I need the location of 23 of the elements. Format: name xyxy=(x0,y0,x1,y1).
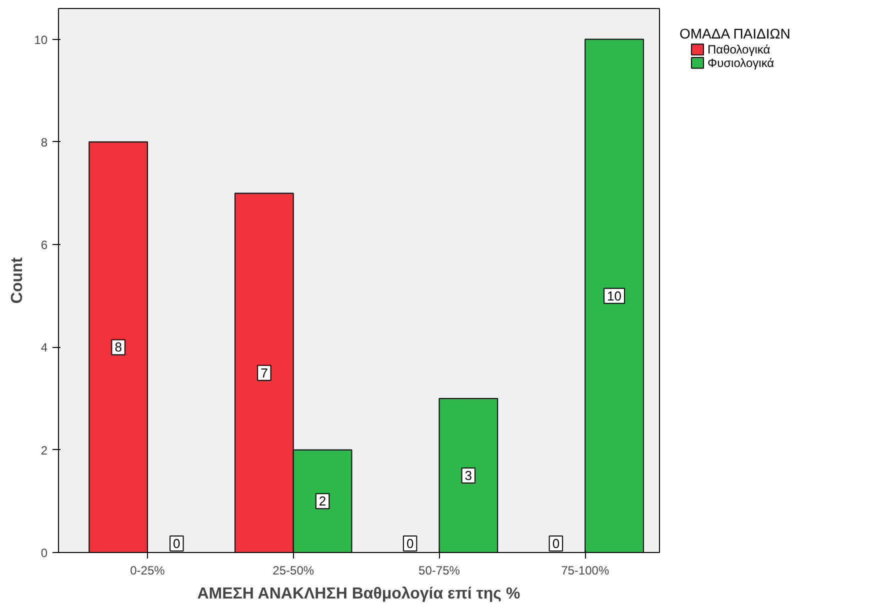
y-tick-label: 0 xyxy=(40,546,48,560)
x-tick-label: 75-100% xyxy=(561,564,610,578)
y-tick-label: 6 xyxy=(40,238,48,252)
x-axis-title: ΑΜΕΣΗ ΑΝΑΚΛΗΣΗ Βαθμολογία επί της % xyxy=(197,586,520,602)
y-tick-label: 4 xyxy=(40,340,48,355)
data-label: 10 xyxy=(607,288,622,304)
legend-label: Φυσιολογικά xyxy=(708,56,774,70)
data-label: 8 xyxy=(114,340,122,355)
y-tick-label: 8 xyxy=(40,135,48,150)
data-label: 0 xyxy=(406,536,414,551)
x-tick-label: 25-50% xyxy=(272,564,314,578)
legend-label: Παθολογικά xyxy=(708,42,770,57)
y-tick-label: 10 xyxy=(34,32,48,47)
x-tick-label: 50-75% xyxy=(418,564,460,578)
data-label: 0 xyxy=(173,536,180,551)
x-tick-label: 0-25% xyxy=(130,564,166,578)
data-label: 2 xyxy=(318,494,326,509)
y-tick-label: 2 xyxy=(40,443,48,458)
data-label: 3 xyxy=(464,468,472,484)
y-axis-title: Count xyxy=(9,256,26,304)
data-label: 7 xyxy=(260,365,268,380)
data-label: 0 xyxy=(552,536,560,551)
legend-title: ΟΜΑΔΑ ΠΑΙΔΙΩΝ xyxy=(680,25,790,42)
